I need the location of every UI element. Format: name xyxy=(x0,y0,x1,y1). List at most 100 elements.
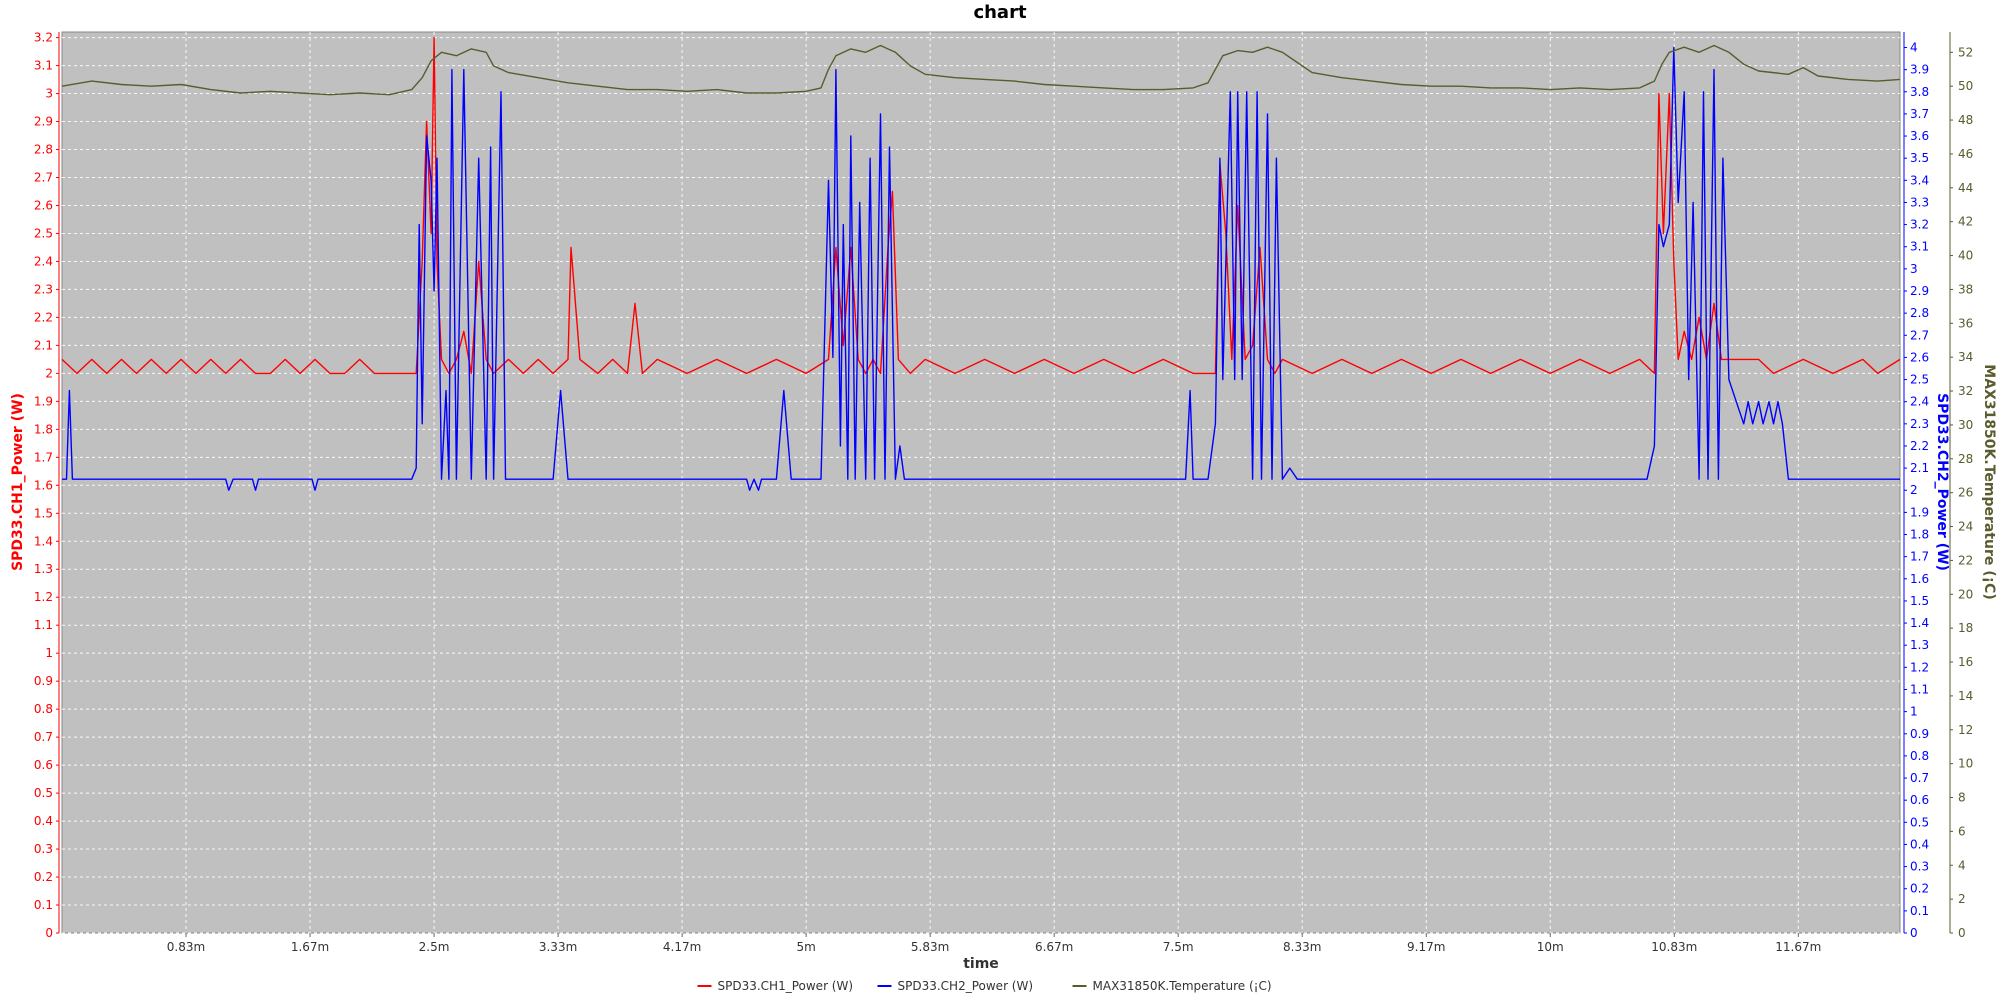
x-axis-tick-label: 10m xyxy=(1537,940,1564,954)
right-axis-temperature-tick-label: 18 xyxy=(1958,621,1973,635)
right-axis-ch2-tick-label: 0 xyxy=(1910,926,1918,940)
x-axis-tick-label: 0.83m xyxy=(167,940,205,954)
right-axis-ch2-tick-label: 3.8 xyxy=(1910,85,1929,99)
left-axis-tick-label: 3.1 xyxy=(34,59,53,73)
y-axis-label-right-temperature: MAX31850K.Temperature (¡C) xyxy=(1981,364,1997,599)
right-axis-ch2-tick-label: 2.8 xyxy=(1910,306,1929,320)
right-axis-temperature-tick-label: 34 xyxy=(1958,350,1973,364)
right-axis-temperature-tick-label: 8 xyxy=(1958,791,1966,805)
series-line-3 xyxy=(61,44,1901,96)
left-axis-tick-label: 0.3 xyxy=(34,842,53,856)
left-axis-tick-label: 2.6 xyxy=(34,198,53,212)
plot-area xyxy=(61,31,1901,934)
x-axis-tick-label: 11.67m xyxy=(1775,940,1821,954)
left-axis-tick-label: 2.1 xyxy=(34,338,53,352)
legend-label-3: MAX31850K.Temperature (¡C) xyxy=(1093,979,1272,993)
right-axis-temperature-tick-label: 36 xyxy=(1958,316,1973,330)
x-axis-tick-label: 10.83m xyxy=(1651,940,1697,954)
x-axis-tick-label: 2.5m xyxy=(419,940,450,954)
left-axis-tick-label: 2.2 xyxy=(34,310,53,324)
right-axis-temperature-tick-label: 30 xyxy=(1958,418,1973,432)
right-axis-temperature-tick-label: 20 xyxy=(1958,587,1973,601)
right-axis-temperature-tick-label: 38 xyxy=(1958,282,1973,296)
right-axis-ch2-tick-label: 2.4 xyxy=(1910,395,1929,409)
right-axis-ch2-tick-label: 0.9 xyxy=(1910,727,1929,741)
left-axis-tick-label: 0.7 xyxy=(34,730,53,744)
right-axis-ch2-tick-label: 2.2 xyxy=(1910,439,1929,453)
left-axis-tick-label: 0.5 xyxy=(34,786,53,800)
left-axis-tick-label: 1.7 xyxy=(34,450,53,464)
right-axis-ch2-tick-label: 0.3 xyxy=(1910,860,1929,874)
right-axis-ch2-tick-label: 3.4 xyxy=(1910,173,1929,187)
left-axis-tick-label: 0.9 xyxy=(34,674,53,688)
left-axis: 0 0.1 0.2 0.3 0.4 0.5 0.6 0.7 0.8 0.9 1 1.1 1.2 1.3 1.… xyxy=(34,31,60,940)
left-axis-tick-label: 2.8 xyxy=(34,143,53,157)
y-axis-label-right-ch2: SPD33.CH2_Power (W) xyxy=(1934,393,1950,571)
right-axis-ch2-tick-label: 0.7 xyxy=(1910,771,1929,785)
left-axis-tick-label: 1.6 xyxy=(34,478,53,492)
right-axis-temperature-tick-label: 52 xyxy=(1958,45,1973,59)
x-axis-tick-label: 5.83m xyxy=(911,940,949,954)
right-axis-temperature-tick-label: 2 xyxy=(1958,892,1966,906)
right-axis-ch2-tick-label: 1.1 xyxy=(1910,682,1929,696)
right-axis-ch2-tick-label: 3.1 xyxy=(1910,240,1929,254)
right-axis-temperature-tick-label: 22 xyxy=(1958,553,1973,567)
right-axis-ch2-tick-label: 2.5 xyxy=(1910,373,1929,387)
right-axis-ch2-tick-label: 3.9 xyxy=(1910,63,1929,77)
left-axis-tick-label: 0.1 xyxy=(34,898,53,912)
series-line-1 xyxy=(61,36,1901,375)
series-line-2 xyxy=(62,46,1900,491)
left-axis-tick-label: 3 xyxy=(45,87,53,101)
left-axis-tick-label: 2.3 xyxy=(34,282,53,296)
legend-label-2: SPD33.CH2_Power (W) xyxy=(898,979,1034,993)
right-axis-ch2-tick-label: 4 xyxy=(1910,40,1918,54)
chart-title: chart xyxy=(973,2,1027,23)
right-axis-ch2-tick-label: 1.5 xyxy=(1910,594,1929,608)
left-axis-tick-label: 0.4 xyxy=(34,814,53,828)
right-axis-temperature-tick-label: 48 xyxy=(1958,113,1973,127)
right-axis-ch2-tick-label: 3.3 xyxy=(1910,195,1929,209)
x-axis: 0.83m 1.67m 2.5m 3.33m 4.17m 5m 5.83m 6.67m 7.5m… xyxy=(167,933,1821,954)
right-axis-ch2-tick-label: 1.6 xyxy=(1910,572,1929,586)
right-axis-temperature-tick-label: 0 xyxy=(1958,926,1966,940)
right-axis-ch2-tick-label: 1.7 xyxy=(1910,550,1929,564)
right-axis-temperature-tick-label: 40 xyxy=(1958,249,1973,263)
right-axis-temperature-tick-label: 6 xyxy=(1958,824,1966,838)
left-axis-tick-label: 1.1 xyxy=(34,618,53,632)
x-axis-tick-label: 7.5m xyxy=(1163,940,1194,954)
left-axis-tick-label: 3.2 xyxy=(34,31,53,45)
left-axis-tick-label: 2.9 xyxy=(34,115,53,129)
left-axis-tick-label: 0 xyxy=(45,926,53,940)
right-axis-temperature-tick-label: 26 xyxy=(1958,486,1973,500)
right-axis-temperature-tick-label: 32 xyxy=(1958,384,1973,398)
right-axis-ch2-tick-label: 3.6 xyxy=(1910,129,1929,143)
right-axis-ch2-tick-label: 1.3 xyxy=(1910,638,1929,652)
right-axis-ch2-tick-label: 1.4 xyxy=(1910,616,1929,630)
left-axis-tick-label: 2.4 xyxy=(34,254,53,268)
right-axis-temperature-tick-label: 16 xyxy=(1958,655,1973,669)
right-axis-temperature-tick-label: 14 xyxy=(1958,689,1973,703)
y-axis-label-left: SPD33.CH1_Power (W) xyxy=(10,393,26,571)
right-axis-ch2-tick-label: 2.3 xyxy=(1910,417,1929,431)
right-axis-temperature-tick-label: 4 xyxy=(1958,858,1966,872)
right-axis-temperature-tick-label: 46 xyxy=(1958,147,1973,161)
left-axis-tick-label: 1.9 xyxy=(34,394,53,408)
x-axis-tick-label: 9.17m xyxy=(1407,940,1445,954)
left-axis-tick-label: 1.3 xyxy=(34,562,53,576)
x-axis-label: time xyxy=(963,956,999,972)
x-axis-tick-label: 5m xyxy=(796,940,815,954)
left-axis-tick-label: 2 xyxy=(45,366,53,380)
right-axis-ch2-tick-label: 2.6 xyxy=(1910,350,1929,364)
right-axis-ch2-tick-label: 1 xyxy=(1910,705,1918,719)
right-axis-ch2-tick-label: 0.4 xyxy=(1910,837,1929,851)
right-axis-temperature: 0246810121416182022242628303234363840424… xyxy=(1949,32,1973,940)
left-axis-tick-label: 1 xyxy=(45,646,53,660)
left-axis-tick-label: 1.8 xyxy=(34,422,53,436)
right-axis-ch2: 0 0.1 0.2 0.3 0.4 0.5 0.6 0.7 0.8 0.9 1 1.1 1.2 1.3 1.… xyxy=(1903,32,1929,940)
right-axis-ch2-tick-label: 3 xyxy=(1910,262,1918,276)
right-axis-ch2-tick-label: 3.7 xyxy=(1910,107,1929,121)
x-axis-tick-label: 4.17m xyxy=(663,940,701,954)
x-axis-tick-label: 1.67m xyxy=(291,940,329,954)
